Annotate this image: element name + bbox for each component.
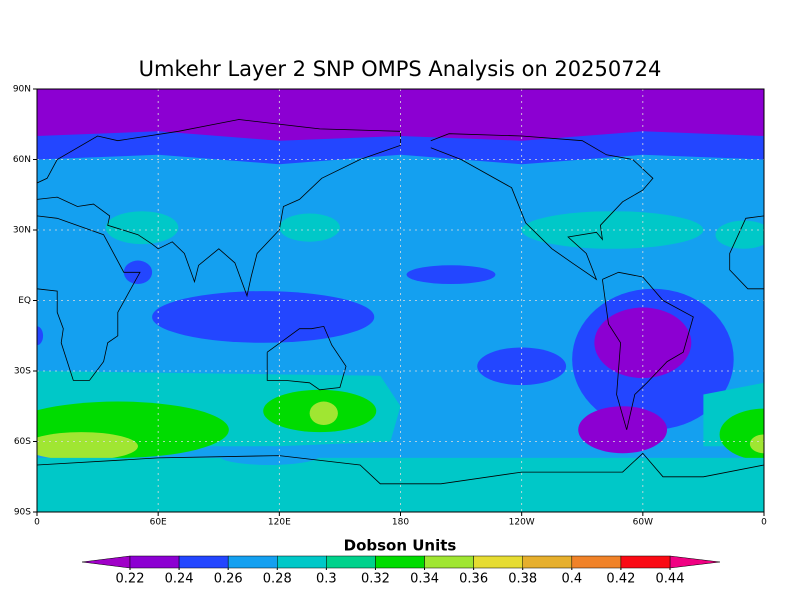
colorbar-box (326, 555, 376, 569)
colorbar-tick-label: 0.38 (508, 572, 537, 587)
contour-region (521, 211, 704, 249)
contour-region (715, 220, 764, 249)
coastline (266, 325, 347, 391)
colorbar-tick-label: 0.24 (165, 572, 194, 587)
lat-tick-label: 90N (13, 85, 31, 95)
contour-region (37, 432, 138, 461)
colorbar-over (669, 555, 721, 569)
colorbar-tick-label: 0.44 (656, 572, 685, 587)
colorbar-tick-label: 0.28 (263, 572, 292, 587)
colorbar-tick-label: 0.32 (361, 572, 390, 587)
colorbar-box (129, 555, 180, 569)
colorbar-tick-label: 0.26 (214, 572, 243, 587)
colorbar-box (277, 555, 327, 569)
contour-region (279, 213, 340, 242)
map: 0 60E 120E 180 120W 60W 0 90N 60N 30N EQ 30S 60S 90S (13, 85, 767, 528)
contour-region (105, 211, 179, 245)
lon-tick-label: 0 (34, 518, 40, 528)
coastline (729, 215, 764, 290)
colorbar-label: Dobson Units (344, 537, 457, 555)
colorbar-box (473, 555, 523, 569)
coastline (37, 119, 401, 298)
colorbar-box (178, 555, 229, 569)
lat-tick-label: 60S (14, 437, 31, 447)
contour-region (37, 457, 764, 512)
contour-region (37, 326, 44, 346)
coastline (37, 215, 141, 381)
colorbar-tick-label: 0.34 (410, 572, 439, 587)
lon-tick-label: 0 (761, 518, 767, 528)
colorbar-tick-label: 0.4 (561, 572, 582, 587)
lat-tick-label: 60N (13, 155, 31, 165)
contour-region (749, 434, 764, 454)
lon-tick-label: 60W (633, 518, 653, 528)
lon-tick-label: 120W (509, 518, 535, 528)
coastline (430, 133, 654, 281)
colorbar: 0.22 0.24 0.26 0.28 0.3 0.32 0.34 0.36 0.38 0.4 0.… (81, 555, 721, 587)
lon-tick-label: 180 (392, 518, 409, 528)
lat-tick-label: EQ (18, 296, 31, 306)
colorbar-box (522, 555, 573, 569)
coastline (602, 271, 694, 430)
colorbar-tick-label: 0.22 (116, 572, 145, 587)
colorbar-box (620, 555, 671, 569)
contour-region (578, 406, 668, 454)
title: Umkehr Layer 2 SNP OMPS Analysis on 2025… (139, 57, 662, 81)
lat-tick-label: 90S (14, 508, 31, 518)
map-frame (36, 88, 765, 513)
coastline (37, 452, 764, 485)
contour-region (152, 291, 375, 343)
colorbar-tick-label: 0.36 (459, 572, 488, 587)
lat-tick-label: 30N (13, 226, 31, 236)
colorbar-box (375, 555, 425, 569)
lon-tick-label: 120E (268, 518, 291, 528)
colorbar-under (81, 555, 131, 569)
lat-tick-label: 30S (14, 367, 31, 377)
colorbar-tick-label: 0.3 (316, 572, 337, 587)
lon-tick-label: 60E (150, 518, 167, 528)
colorbar-box (571, 555, 622, 569)
contour-region (406, 265, 496, 285)
colorbar-box (227, 555, 278, 569)
contour-region (309, 401, 338, 426)
colorbar-box (424, 555, 474, 569)
colorbar-tick-label: 0.42 (606, 572, 635, 587)
